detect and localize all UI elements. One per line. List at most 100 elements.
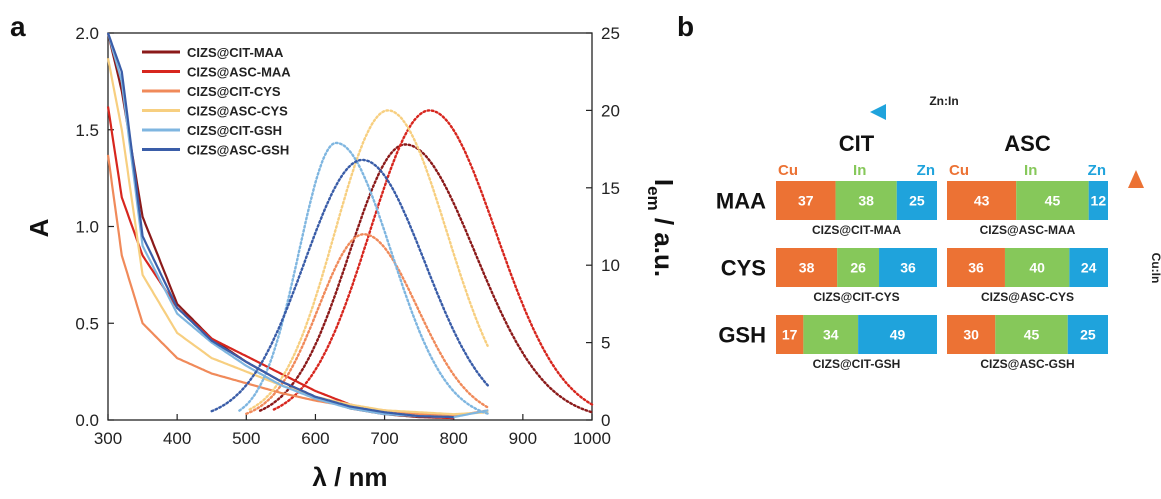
y-right-axis-label: Iem / a.u. <box>644 179 679 277</box>
legend-label: CIZS@ASC-CYS <box>187 104 288 119</box>
element-label-cu: Cu <box>778 162 798 179</box>
bar-segment-value: 25 <box>1080 327 1096 343</box>
emission-line-cizs-asc-cys <box>248 109 489 411</box>
composition-bar: 37 38 25 <box>776 181 937 220</box>
absorption-emission-chart: λ / nm A Iem / a.u. 300 400 500 600 700 800 90… <box>24 24 679 492</box>
y-left-tick-label: 1.5 <box>75 121 99 140</box>
zn-in-arrow-label: Zn:In <box>929 94 958 108</box>
bar-segment-value: 45 <box>1024 327 1040 343</box>
bar-caption: CIZS@ASC-GSH <box>980 357 1074 371</box>
x-tick-label: 600 <box>301 429 329 448</box>
bar-segment-value: 12 <box>1091 193 1107 209</box>
x-tick-label: 500 <box>232 429 260 448</box>
emission-line-cizs-cit-maa <box>258 143 594 414</box>
legend-item: CIZS@ASC-GSH <box>142 143 289 158</box>
bar-caption: CIZS@CIT-CYS <box>813 290 899 304</box>
bar-segment-value: 26 <box>850 260 866 276</box>
y-left-axis-ticks: 0.0 0.5 1.0 1.5 2.0 <box>75 24 114 430</box>
panel-b-letter: b <box>677 11 694 42</box>
legend-item: CIZS@ASC-CYS <box>142 104 288 119</box>
y-right-tick-label: 0 <box>601 411 610 430</box>
y-right-tick-label: 25 <box>601 24 620 43</box>
x-tick-label: 800 <box>440 429 468 448</box>
bar-segment-cu <box>776 315 804 354</box>
x-axis-label: λ / nm <box>312 462 387 492</box>
composition-bar: 43 45 12 <box>947 181 1108 220</box>
composition-bar: 17 34 49 <box>776 315 937 354</box>
x-tick-label: 700 <box>370 429 398 448</box>
bar-segment-value: 36 <box>968 260 984 276</box>
panel-a-letter: a <box>10 11 26 42</box>
element-label-zn: Zn <box>917 162 935 179</box>
bar-segment-value: 38 <box>858 193 874 209</box>
bar-segment-value: 38 <box>799 260 815 276</box>
absorption-line-cizs-asc-gsh <box>106 32 454 419</box>
bar-segment-zn <box>1067 315 1108 354</box>
plot-frame <box>107 32 593 421</box>
element-label-cu: Cu <box>949 162 969 179</box>
y-right-axis-ticks: 0 5 10 15 20 25 <box>586 24 620 430</box>
bar-caption: CIZS@CIT-GSH <box>813 357 901 371</box>
bar-segment-in <box>803 315 859 354</box>
bar-segment-in <box>1004 248 1070 287</box>
x-tick-label: 1000 <box>573 429 611 448</box>
bar-segment-value: 25 <box>909 193 925 209</box>
legend-item: CIZS@CIT-MAA <box>142 45 284 60</box>
element-label-zn: Zn <box>1088 162 1106 179</box>
bar-segment-cu <box>776 248 838 287</box>
chart-series <box>106 32 594 420</box>
chart-legend: CIZS@CIT-MAA CIZS@ASC-MAA CIZS@CIT-CYS CIZS… <box>142 45 291 158</box>
y-left-tick-label: 0.0 <box>75 411 99 430</box>
bar-segment-value: 43 <box>974 193 990 209</box>
bar-segment-cu <box>776 181 836 220</box>
bar-caption: CIZS@ASC-MAA <box>980 223 1076 237</box>
bar-segment-in <box>835 181 897 220</box>
legend-label: CIZS@CIT-CYS <box>187 84 281 99</box>
bar-segment-value: 34 <box>823 327 839 343</box>
y-left-tick-label: 2.0 <box>75 24 99 43</box>
bar-segment-zn <box>1088 181 1108 220</box>
y-right-tick-label: 5 <box>601 334 610 353</box>
cu-in-arrow-label: Cu:In <box>1149 253 1161 284</box>
element-label-in: In <box>1024 162 1037 179</box>
bar-segment-cu <box>947 248 1005 287</box>
y-right-tick-label: 15 <box>601 179 620 198</box>
bar-caption: CIZS@ASC-CYS <box>981 290 1074 304</box>
emission-line-cizs-cit-cys <box>245 232 490 415</box>
emission-line-cizs-asc-gsh <box>210 158 490 413</box>
bar-segment-value: 24 <box>1081 260 1097 276</box>
bar-segment-zn <box>879 248 937 287</box>
composition-bar: 36 40 24 <box>947 248 1108 287</box>
legend-item: CIZS@ASC-MAA <box>142 65 291 80</box>
y-right-tick-label: 10 <box>601 256 620 275</box>
column-header-cit: CIT <box>839 131 875 156</box>
y-left-tick-label: 0.5 <box>75 314 99 333</box>
bar-segment-value: 49 <box>890 327 906 343</box>
bar-segment-value: 17 <box>782 327 798 343</box>
x-tick-label: 400 <box>163 429 191 448</box>
legend-item: CIZS@CIT-CYS <box>142 84 281 99</box>
y-right-label-unit: / a.u. <box>649 211 679 277</box>
y-right-tick-label: 20 <box>601 101 620 120</box>
legend-label: CIZS@ASC-MAA <box>187 65 291 80</box>
bar-segment-value: 30 <box>963 327 979 343</box>
x-tick-label: 900 <box>509 429 537 448</box>
zn-in-arrow-head <box>870 104 886 120</box>
emission-line-cizs-asc-maa <box>272 109 594 411</box>
cu-in-arrow-head <box>1128 170 1144 188</box>
bar-caption: CIZS@CIT-MAA <box>812 223 901 237</box>
legend-label: CIZS@ASC-GSH <box>187 143 289 158</box>
bar-segment-value: 37 <box>798 193 814 209</box>
element-label-in: In <box>853 162 866 179</box>
composition-grid: CIT Cu In Zn ASC Cu In Zn MAA 37 38 25 CIZS@CIT-MAA 4… <box>716 131 1108 371</box>
legend-label: CIZS@CIT-MAA <box>187 45 284 60</box>
bar-segment-zn <box>858 315 937 354</box>
composition-bar: 30 45 25 <box>947 315 1108 354</box>
y-left-tick-label: 1.0 <box>75 218 99 237</box>
bar-segment-in <box>837 248 880 287</box>
legend-item: CIZS@CIT-GSH <box>142 123 282 138</box>
column-header-asc: ASC <box>1004 131 1051 156</box>
legend-label: CIZS@CIT-GSH <box>187 123 282 138</box>
